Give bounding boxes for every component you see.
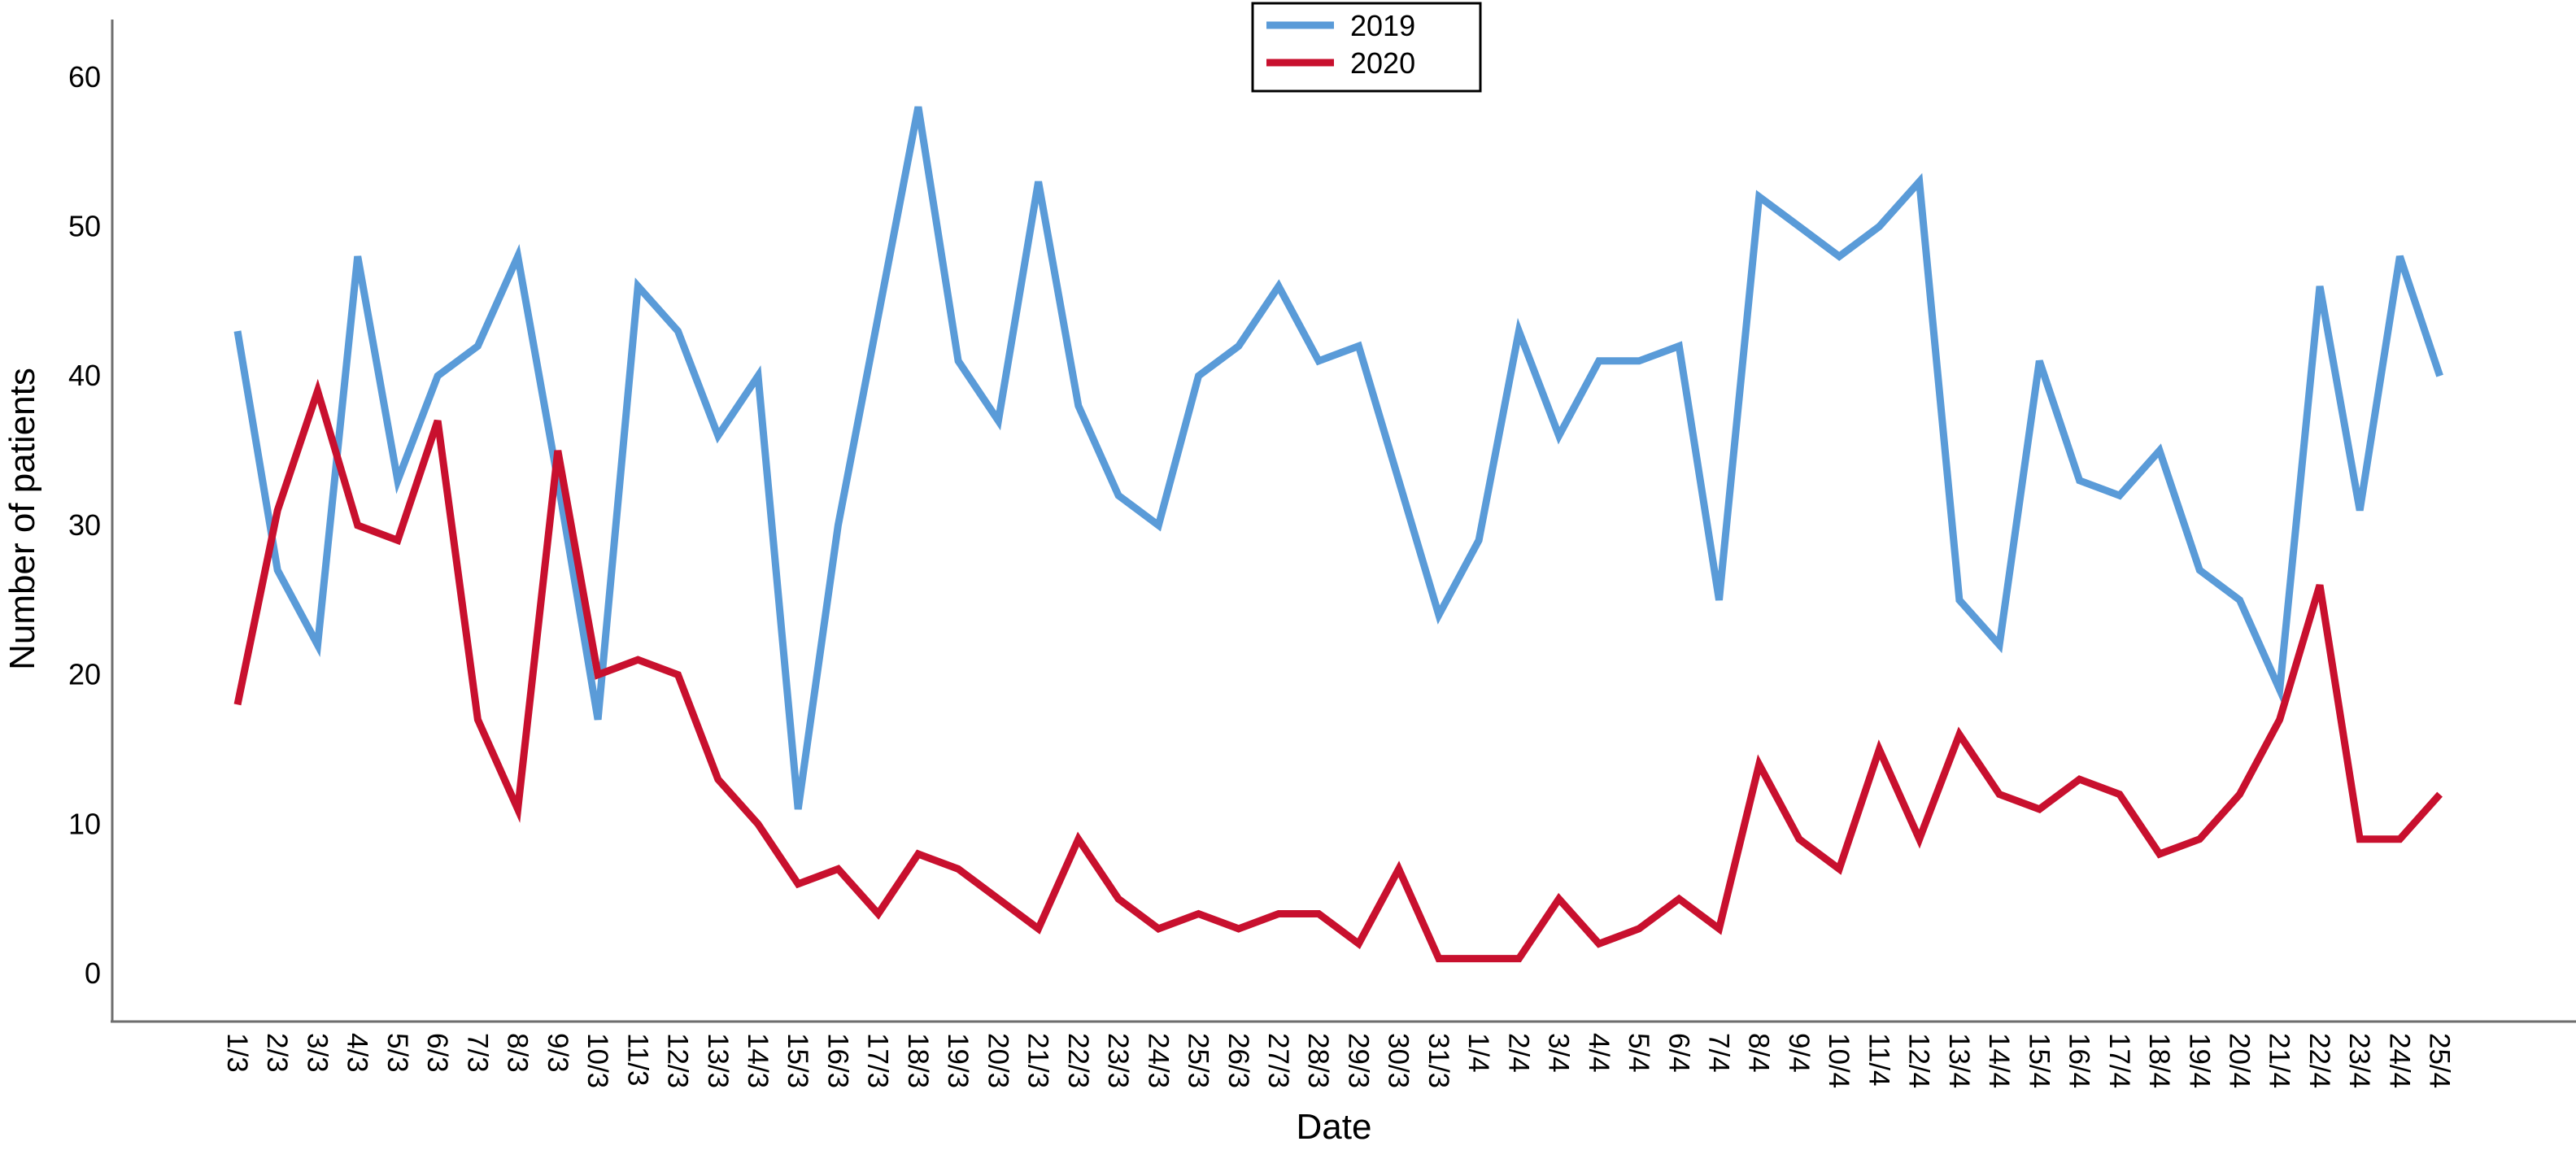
y-tick-label: 10 [68,807,101,840]
x-tick-label: 5/3 [381,1033,413,1073]
x-tick-label: 10/4 [1823,1033,1855,1088]
x-tick-label: 9/4 [1783,1033,1815,1073]
x-tick-label: 18/4 [2143,1033,2175,1088]
x-tick-label: 24/4 [2383,1033,2415,1088]
series-line-2020 [233,378,2443,963]
x-tick-label: 18/3 [902,1033,934,1088]
x-tick-label: 26/3 [1223,1033,1254,1088]
x-tick-label: 30/3 [1383,1033,1414,1088]
x-tick-label: 5/4 [1623,1033,1654,1073]
x-tick-label: 17/3 [862,1033,894,1088]
y-tick-label: 50 [68,210,101,243]
x-tick-label: 1/4 [1462,1033,1494,1073]
x-tick-label: 25/4 [2424,1033,2456,1088]
x-tick-label: 28/3 [1302,1033,1334,1088]
x-tick-labels: 1/3 2/3 3/3 4/3 5/3 6/3 7/3 8/3 9/3 10/3 11/3 12/3 1… [221,1033,2456,1088]
x-tick-label: 20/3 [982,1033,1013,1088]
x-tick-label: 19/4 [2183,1033,2215,1088]
x-tick-label: 6/3 [421,1033,453,1073]
y-tick-label: 30 [68,508,101,542]
x-tick-label: 14/3 [742,1033,774,1088]
x-tick-label: 3/4 [1543,1033,1575,1073]
x-tick-label: 7/3 [461,1033,493,1073]
x-tick-label: 3/3 [301,1033,333,1073]
x-tick-label: 21/4 [2264,1033,2295,1088]
x-tick-label: 29/3 [1342,1033,1374,1088]
y-axis-title: Number of patients [2,368,42,670]
x-tick-label: 6/4 [1663,1033,1694,1073]
x-tick-label: 23/4 [2343,1033,2375,1088]
legend: 2019 2020 [1251,2,1482,93]
y-tick-label: 60 [68,60,101,94]
x-tick-label: 10/3 [582,1033,613,1088]
x-tick-label: 23/3 [1102,1033,1134,1088]
series-lines [233,106,2443,963]
y-tick-labels: 0 10 20 30 40 50 60 [68,60,101,990]
legend-box [1251,2,1482,93]
x-tick-label: 8/3 [502,1033,534,1073]
x-tick-label: 16/4 [2064,1033,2095,1088]
x-tick-label: 31/3 [1423,1033,1454,1088]
x-tick-label: 22/4 [2304,1033,2335,1088]
x-tick-label: 27/3 [1262,1033,1294,1088]
legend-label-2020: 2020 [1350,46,1415,80]
x-tick-label: 7/4 [1703,1033,1735,1073]
x-tick-label: 1/3 [221,1033,253,1073]
x-tick-label: 16/3 [822,1033,853,1088]
x-tick-label: 15/4 [2023,1033,2055,1088]
x-tick-label: 13/4 [1943,1033,1975,1088]
legend-label-2019: 2019 [1350,9,1415,42]
x-tick-label: 14/4 [1983,1033,2015,1088]
x-tick-label: 15/3 [782,1033,813,1088]
x-tick-label: 11/3 [621,1033,653,1087]
x-tick-label: 13/3 [702,1033,734,1088]
x-tick-label: 4/3 [342,1033,373,1073]
x-tick-label: 9/3 [542,1033,573,1073]
x-tick-label: 2/3 [261,1033,293,1073]
x-tick-label: 12/4 [1903,1033,1935,1088]
x-tick-label: 17/4 [2103,1033,2135,1088]
x-axis-title: Date [1297,1107,1372,1147]
x-tick-label: 11/4 [1863,1033,1894,1087]
y-tick-label: 0 [85,956,101,990]
y-tick-label: 40 [68,359,101,392]
x-tick-label: 20/4 [2224,1033,2256,1088]
x-tick-label: 21/3 [1022,1033,1054,1088]
x-tick-label: 12/3 [662,1033,694,1088]
x-tick-label: 2/4 [1502,1033,1534,1073]
x-tick-label: 25/3 [1183,1033,1214,1088]
y-tick-label: 20 [68,658,101,691]
series-line-2019 [233,106,2443,810]
x-tick-label: 24/3 [1142,1033,1174,1088]
x-tick-label: 4/4 [1583,1033,1615,1073]
x-tick-label: 22/3 [1062,1033,1094,1088]
x-tick-label: 19/3 [942,1033,974,1088]
x-tick-label: 8/4 [1743,1033,1775,1073]
